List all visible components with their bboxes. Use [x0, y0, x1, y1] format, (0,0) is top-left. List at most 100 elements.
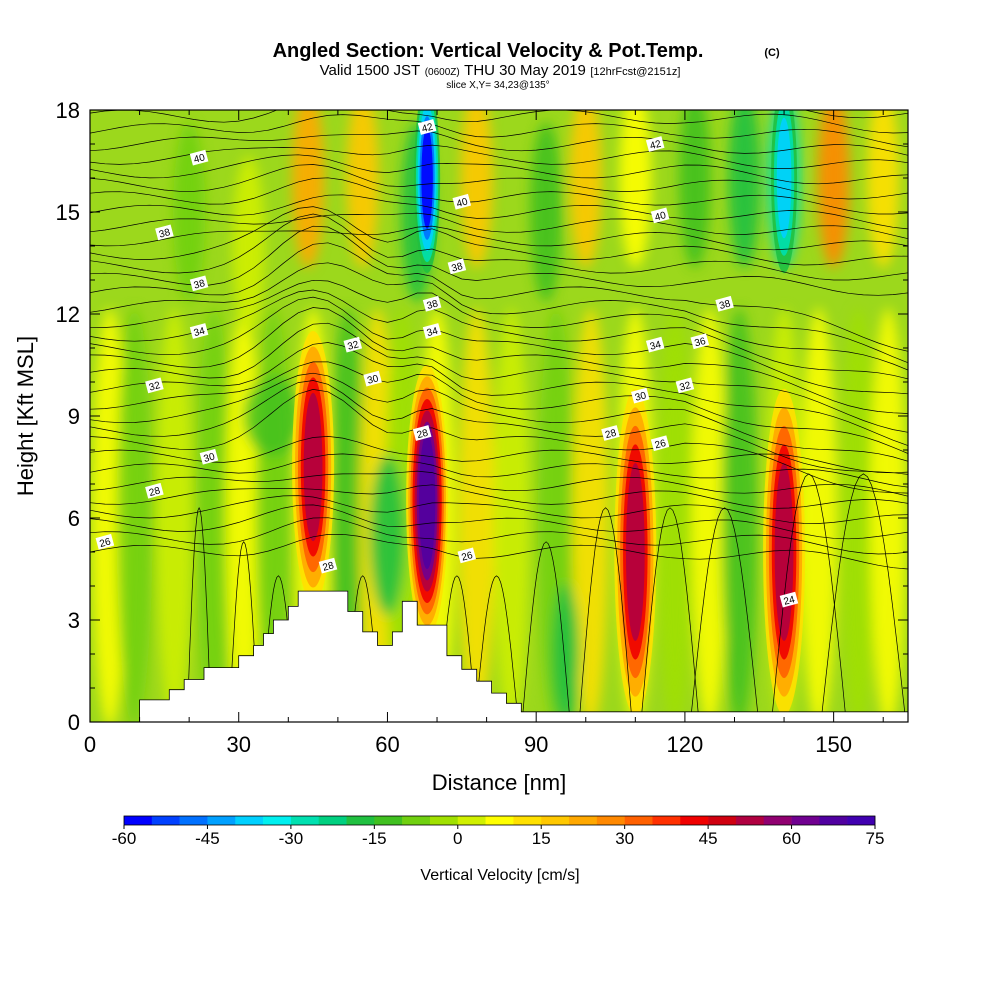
- theta-label: 38: [447, 258, 467, 275]
- theta-label-box: [457, 547, 477, 564]
- theta-label-box: [631, 387, 650, 404]
- field-upper-band: [678, 110, 711, 268]
- field-band: [493, 308, 530, 722]
- field-band: [721, 308, 758, 722]
- y-axis-label: Height [Kft MSL]: [13, 336, 38, 496]
- theta-label: 40: [650, 207, 670, 224]
- theta-contour: [90, 130, 908, 156]
- colorbar-tick-label: 75: [866, 829, 885, 848]
- theta-contour: [90, 504, 908, 540]
- theta-label-text: 36: [693, 336, 707, 350]
- colorbar-swatch: [318, 816, 347, 825]
- field-upper-band: [569, 110, 602, 268]
- colorbar-tick-label: -60: [112, 829, 137, 848]
- colorbar-tick-label: 30: [615, 829, 634, 848]
- theta-label-text: 40: [654, 210, 668, 224]
- x-tick-label: 150: [815, 732, 852, 757]
- colorbar-tick-label: -45: [195, 829, 220, 848]
- theta-label: 38: [155, 224, 174, 241]
- y-tick-label: 9: [68, 404, 80, 429]
- theta-label-text: 42: [649, 139, 663, 153]
- theta-label: 28: [145, 482, 164, 499]
- field-band: [195, 308, 232, 722]
- theta-label-text: 24: [783, 594, 797, 608]
- field-band: [156, 308, 193, 722]
- colorbar-swatch: [541, 816, 570, 825]
- x-tick-label: 0: [84, 732, 96, 757]
- theta-label: 28: [412, 425, 432, 442]
- theta-contour: [90, 453, 908, 488]
- theta-label: 30: [199, 448, 219, 465]
- theta-contour: [90, 164, 908, 200]
- colorbar-swatch: [124, 816, 153, 825]
- theta-label: 34: [422, 323, 442, 339]
- theta-label: 38: [715, 295, 734, 312]
- theta-label: 26: [650, 435, 670, 452]
- colorbar-swatch: [346, 816, 375, 825]
- theta-contour: [90, 533, 908, 570]
- theta-label-text: 30: [634, 390, 648, 404]
- theta-label: 38: [422, 295, 442, 312]
- field-upper-band: [867, 110, 900, 268]
- theta-label-box: [447, 258, 467, 275]
- updraft-core: [418, 433, 436, 569]
- theta-contour: [691, 507, 758, 712]
- theta-label-box: [690, 333, 710, 350]
- theta-label: 38: [189, 275, 209, 292]
- theta-label-text: 26: [654, 438, 668, 452]
- theta-label-box: [189, 275, 209, 292]
- theta-label-text: 32: [678, 380, 692, 394]
- theta-contour: [229, 541, 259, 712]
- theta-contour: [90, 380, 908, 475]
- colorbar-swatch: [374, 816, 403, 825]
- theta-label-text: 38: [426, 298, 440, 312]
- subtitle-utc: (0600Z): [425, 67, 460, 78]
- theta-label: 42: [417, 119, 437, 135]
- theta-label-text: 34: [649, 339, 663, 353]
- field-downdraft: [243, 376, 304, 456]
- colorbar-swatch: [680, 816, 709, 825]
- theta-label-box: [779, 591, 799, 608]
- theta-label: 40: [452, 193, 472, 210]
- theta-label: 40: [189, 149, 209, 166]
- x-tick-label: 90: [524, 732, 548, 757]
- theta-label-box: [675, 377, 695, 394]
- colorbar-swatch: [235, 816, 264, 825]
- subtitle-date: THU 30 May 2019: [464, 62, 586, 79]
- theta-label: 28: [318, 557, 338, 574]
- theta-label-text: 26: [460, 550, 474, 564]
- x-tick-label: 30: [226, 732, 250, 757]
- theta-contour: [90, 436, 908, 474]
- theta-contour: [90, 517, 908, 555]
- theta-label-box: [145, 377, 164, 394]
- theta-label-text: 28: [148, 485, 162, 499]
- theta-label-text: 28: [322, 560, 336, 574]
- theta-label: 34: [645, 336, 665, 353]
- field-band: [840, 308, 877, 722]
- theta-label: 26: [95, 533, 115, 550]
- theta-contour: [579, 507, 632, 712]
- theta-label: 30: [631, 387, 650, 404]
- theta-label-box: [412, 425, 432, 441]
- colorbar-swatch: [263, 816, 292, 825]
- theta-label-text: 28: [416, 428, 430, 442]
- theta-label-box: [645, 136, 665, 152]
- subtitle-forecast: [12hrFcst@2151z]: [590, 66, 680, 78]
- field-upper-band: [530, 122, 563, 302]
- theta-contour: [187, 506, 211, 712]
- y-tick-label: 6: [68, 506, 80, 531]
- theta-label-box: [715, 295, 734, 312]
- theta-contour: [90, 177, 908, 215]
- colorbar-tick-label: 15: [532, 829, 551, 848]
- theta-label-text: 28: [604, 428, 618, 442]
- theta-label: 32: [343, 336, 363, 353]
- theta-label-text: 30: [366, 373, 380, 387]
- theta-contour: [90, 262, 908, 364]
- x-axis-label: Distance [nm]: [432, 770, 567, 795]
- field-upper-band: [460, 110, 493, 268]
- colorbar: -60 -45 -30 -15 0 15 30 45 60 75: [112, 815, 885, 848]
- colorbar-swatch: [513, 816, 542, 825]
- theta-contour: [90, 389, 908, 494]
- theta-label: 32: [675, 377, 695, 394]
